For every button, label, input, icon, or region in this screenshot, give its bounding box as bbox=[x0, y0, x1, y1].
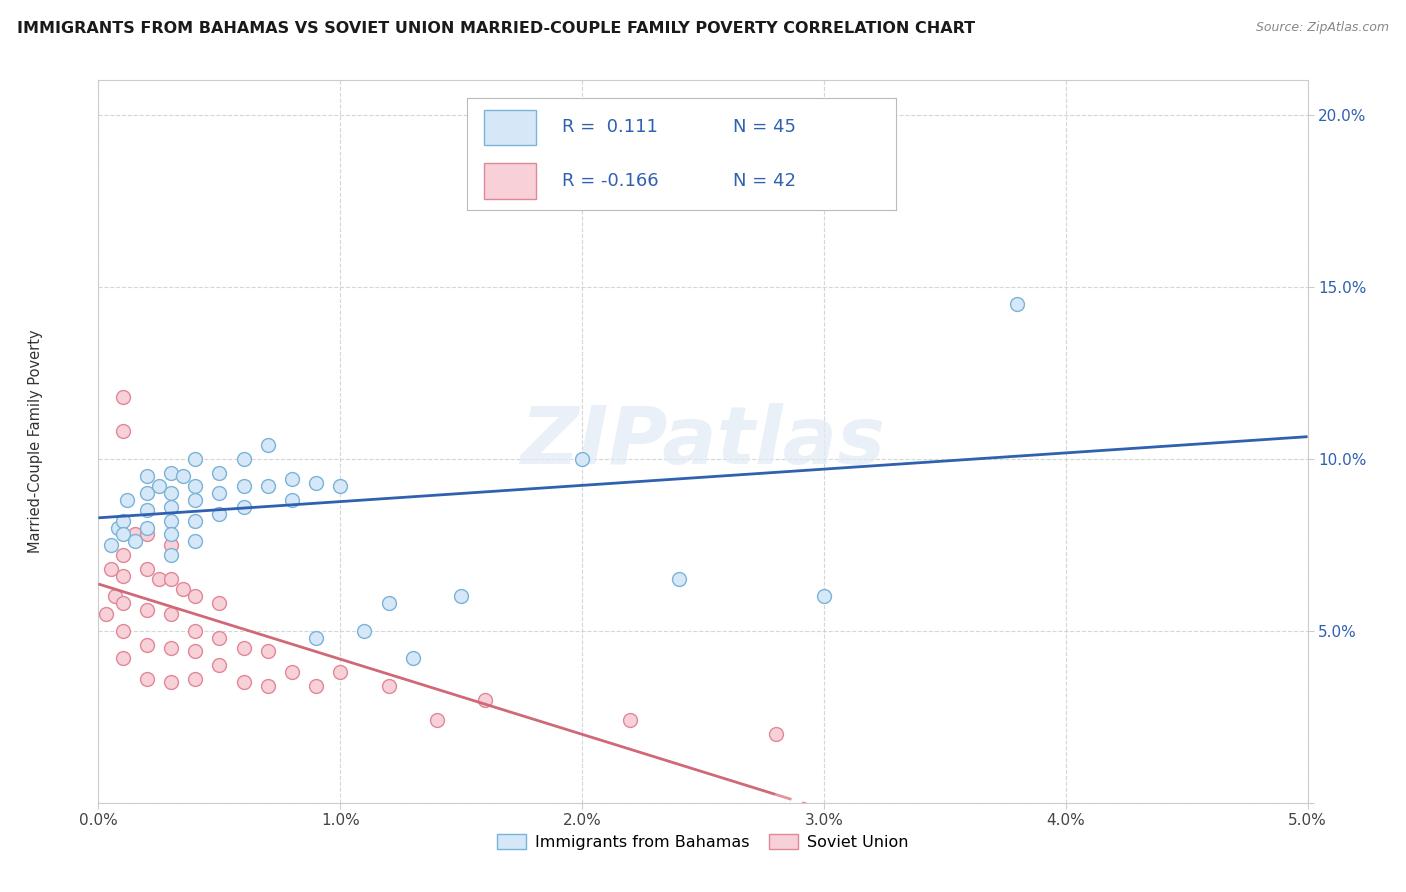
Point bbox=[1007, 297, 1029, 311]
Point bbox=[160, 548, 183, 562]
Point bbox=[256, 479, 278, 493]
Point bbox=[160, 500, 183, 514]
Point bbox=[184, 590, 207, 604]
Point bbox=[135, 638, 157, 652]
Point bbox=[160, 640, 183, 655]
Point bbox=[208, 596, 231, 610]
Point bbox=[232, 675, 254, 690]
Point bbox=[329, 479, 352, 493]
Point bbox=[184, 479, 207, 493]
Point bbox=[184, 514, 207, 528]
Point bbox=[184, 624, 207, 638]
Point bbox=[232, 500, 254, 514]
Point bbox=[135, 562, 157, 576]
Point bbox=[281, 472, 304, 486]
Point bbox=[184, 534, 207, 549]
Legend: Immigrants from Bahamas, Soviet Union: Immigrants from Bahamas, Soviet Union bbox=[491, 828, 915, 856]
Point bbox=[111, 527, 134, 541]
Y-axis label: Married-Couple Family Poverty: Married-Couple Family Poverty bbox=[28, 330, 42, 553]
Point bbox=[232, 640, 254, 655]
Point bbox=[135, 486, 157, 500]
Point bbox=[160, 527, 183, 541]
Point bbox=[619, 713, 641, 727]
Point bbox=[474, 692, 496, 706]
Point bbox=[135, 672, 157, 686]
Point bbox=[104, 590, 127, 604]
Point bbox=[135, 527, 157, 541]
Point bbox=[94, 607, 117, 621]
Point bbox=[135, 520, 157, 534]
Point bbox=[111, 390, 134, 404]
Point bbox=[160, 675, 183, 690]
Point bbox=[111, 568, 134, 582]
Point bbox=[111, 651, 134, 665]
Point bbox=[135, 603, 157, 617]
Point bbox=[184, 493, 207, 508]
Point bbox=[256, 438, 278, 452]
Point bbox=[208, 507, 231, 521]
Point bbox=[124, 527, 146, 541]
Point bbox=[124, 534, 146, 549]
Point bbox=[450, 590, 472, 604]
Point bbox=[208, 658, 231, 673]
Point bbox=[353, 624, 375, 638]
Point bbox=[111, 548, 134, 562]
Point bbox=[160, 572, 183, 586]
Point bbox=[160, 486, 183, 500]
Point bbox=[184, 672, 207, 686]
Point bbox=[402, 651, 425, 665]
Point bbox=[117, 493, 139, 508]
Point bbox=[100, 562, 122, 576]
Point bbox=[377, 596, 399, 610]
Point bbox=[813, 590, 835, 604]
Point bbox=[148, 572, 170, 586]
Point bbox=[256, 679, 278, 693]
Point bbox=[184, 451, 207, 466]
Point bbox=[329, 665, 352, 679]
Point bbox=[111, 514, 134, 528]
Point bbox=[160, 466, 183, 480]
Text: IMMIGRANTS FROM BAHAMAS VS SOVIET UNION MARRIED-COUPLE FAMILY POVERTY CORRELATIO: IMMIGRANTS FROM BAHAMAS VS SOVIET UNION … bbox=[17, 21, 974, 37]
Point bbox=[232, 451, 254, 466]
Point bbox=[111, 596, 134, 610]
Point bbox=[160, 538, 183, 552]
Point bbox=[305, 679, 328, 693]
Point bbox=[160, 607, 183, 621]
Point bbox=[281, 665, 304, 679]
Point bbox=[111, 624, 134, 638]
Point bbox=[160, 514, 183, 528]
Point bbox=[135, 469, 157, 483]
Point bbox=[172, 582, 194, 597]
Point bbox=[148, 479, 170, 493]
Point bbox=[668, 572, 690, 586]
Point bbox=[571, 451, 593, 466]
Point bbox=[111, 424, 134, 438]
Point bbox=[208, 486, 231, 500]
Point bbox=[208, 631, 231, 645]
Point bbox=[377, 679, 399, 693]
Point bbox=[135, 503, 157, 517]
Point bbox=[208, 466, 231, 480]
Point bbox=[305, 475, 328, 490]
Point bbox=[107, 520, 129, 534]
Point bbox=[426, 713, 449, 727]
Point bbox=[232, 479, 254, 493]
Point bbox=[100, 538, 122, 552]
Point bbox=[184, 644, 207, 658]
Point bbox=[474, 159, 496, 173]
Text: Source: ZipAtlas.com: Source: ZipAtlas.com bbox=[1256, 21, 1389, 35]
Point bbox=[172, 469, 194, 483]
Point bbox=[256, 644, 278, 658]
Point bbox=[305, 631, 328, 645]
Point bbox=[765, 727, 787, 741]
Text: ZIPatlas: ZIPatlas bbox=[520, 402, 886, 481]
Point bbox=[281, 493, 304, 508]
